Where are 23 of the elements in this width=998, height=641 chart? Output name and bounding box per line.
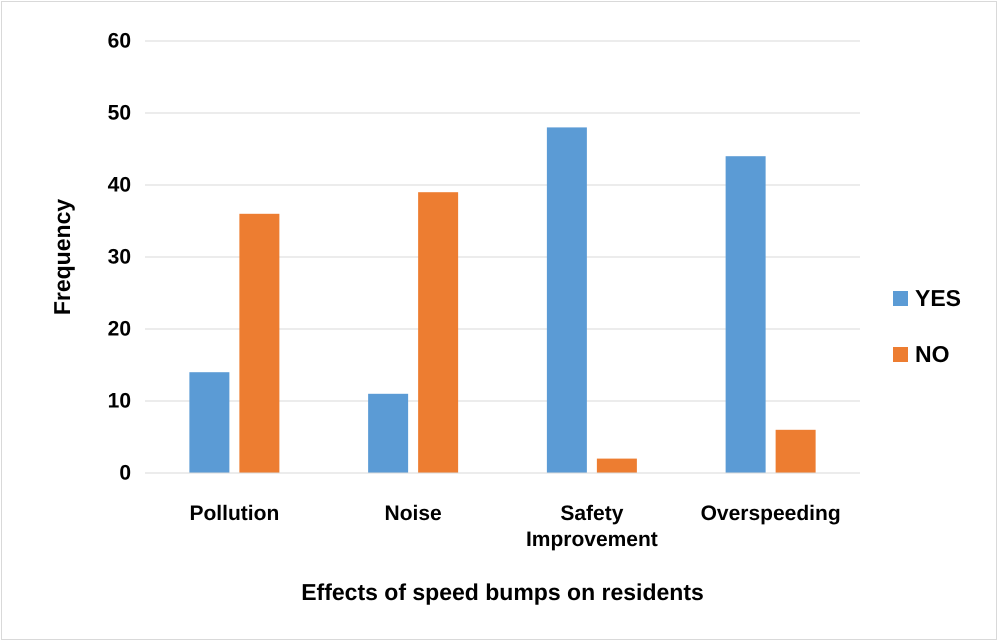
- legend-label: YES: [915, 285, 962, 311]
- bar: [368, 394, 408, 473]
- bar: [776, 430, 816, 473]
- bar: [189, 372, 230, 473]
- y-axis-title: Frequency: [49, 198, 75, 316]
- x-tick-label: Overspeeding: [700, 502, 841, 525]
- y-tick-label: 50: [108, 102, 131, 125]
- x-axis-title: Effects of speed bumps on residents: [301, 579, 704, 605]
- x-tick-label: Noise: [384, 502, 442, 525]
- y-tick-label: 20: [108, 318, 131, 341]
- y-tick-label: 0: [119, 462, 131, 485]
- legend-label: NO: [915, 341, 950, 367]
- y-tick-label: 30: [108, 246, 131, 269]
- bar: [239, 214, 280, 473]
- bar: [418, 192, 458, 473]
- y-tick-label: 40: [108, 174, 131, 197]
- x-tick-label: Safety Improvement: [526, 502, 658, 551]
- x-tick-label: Pollution: [189, 502, 280, 525]
- bar: [726, 156, 766, 473]
- bar: [596, 458, 637, 473]
- y-tick-label: 10: [108, 390, 131, 413]
- bar: [546, 127, 587, 473]
- y-tick-label: 60: [108, 30, 131, 53]
